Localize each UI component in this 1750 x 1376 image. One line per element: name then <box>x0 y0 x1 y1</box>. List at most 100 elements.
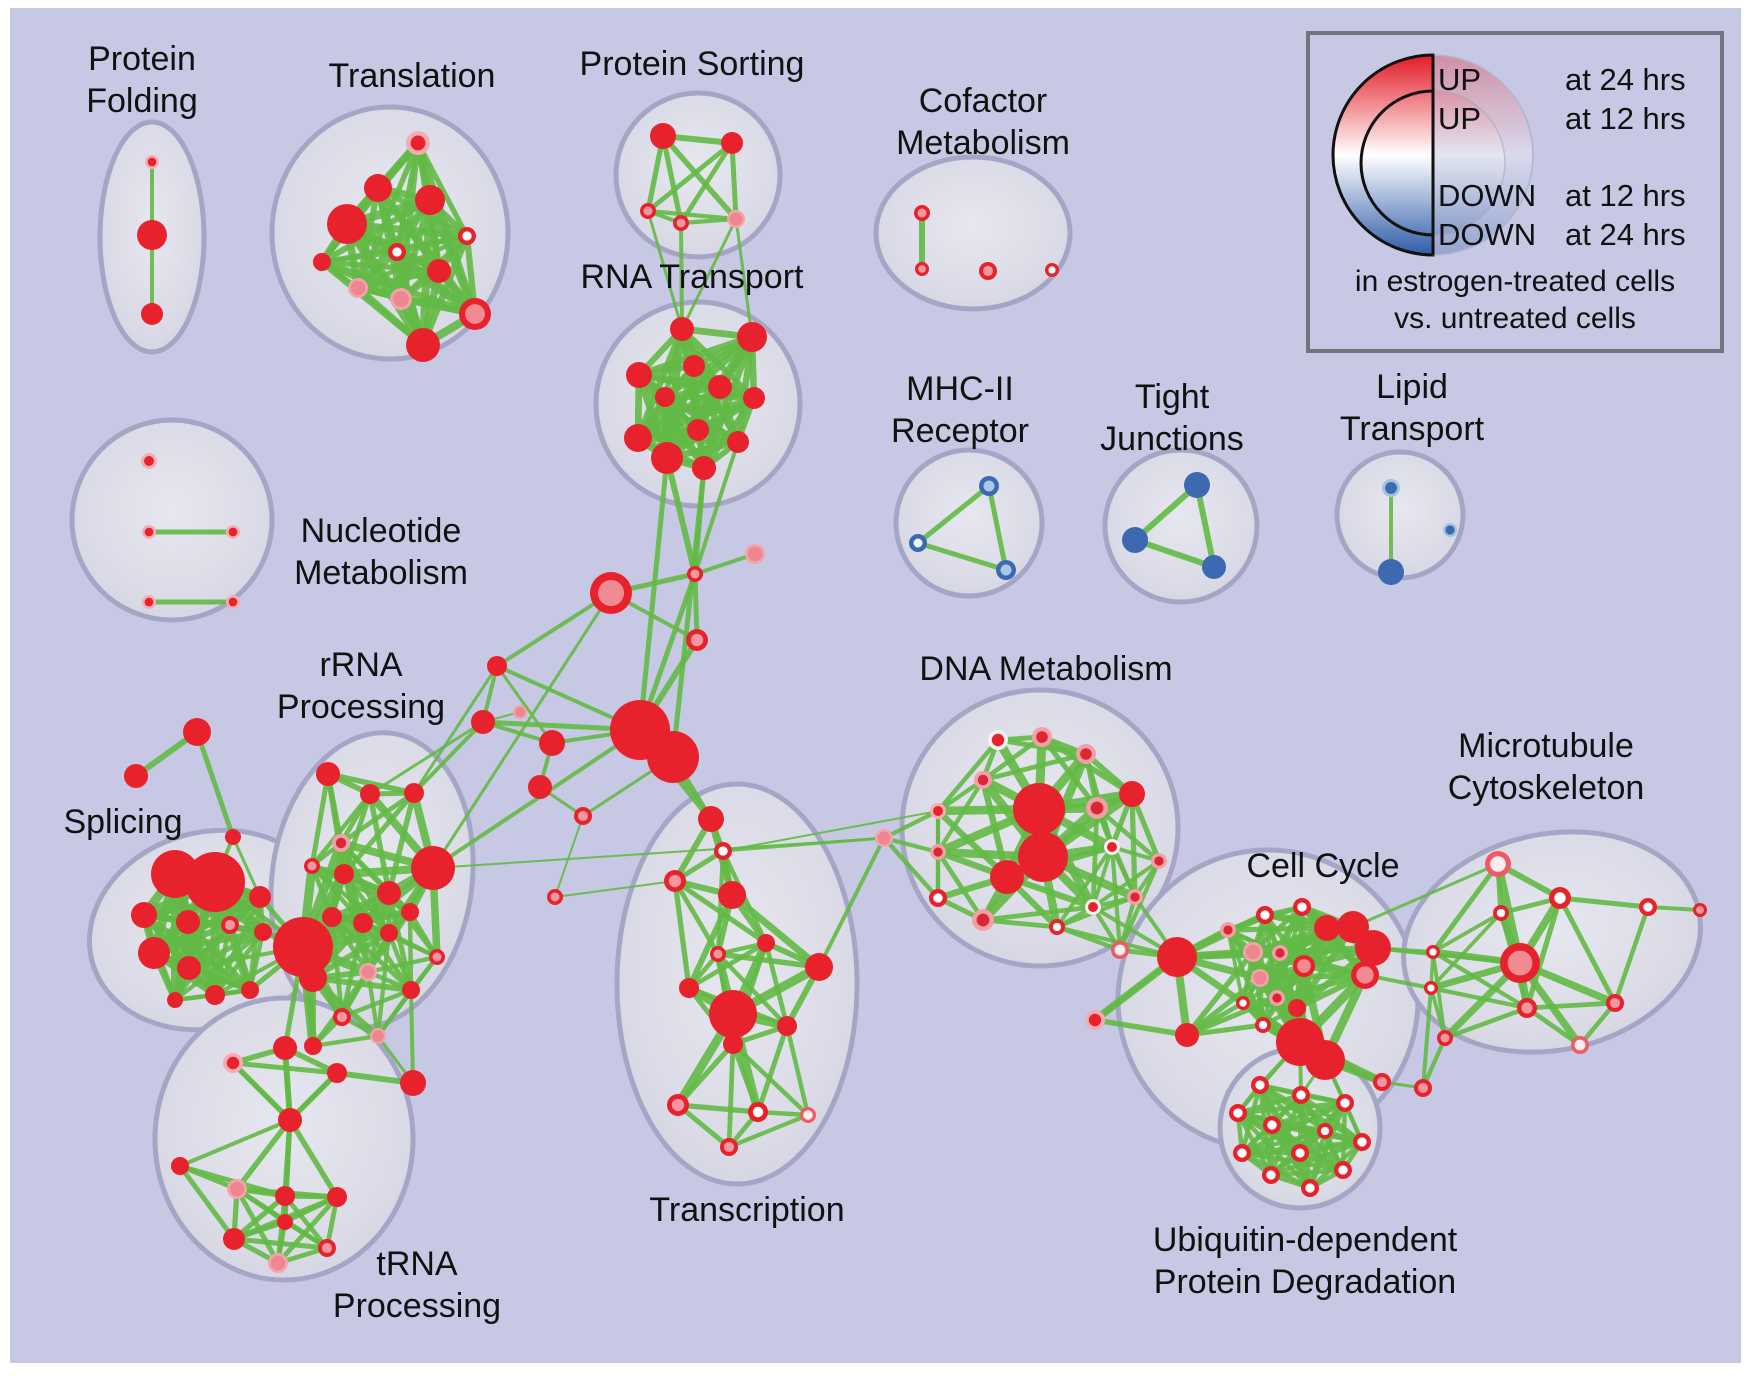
node-pr[interactable] <box>1127 889 1143 905</box>
node-r[interactable] <box>1355 930 1391 966</box>
node-rpc[interactable] <box>1606 994 1624 1012</box>
node-b[interactable] <box>1378 559 1404 585</box>
node-r[interactable] <box>327 1187 347 1207</box>
node-r[interactable] <box>651 442 683 474</box>
node-r[interactable] <box>183 718 211 746</box>
node-bw[interactable] <box>909 534 927 552</box>
node-r[interactable] <box>275 1186 295 1206</box>
node-wr[interactable] <box>988 730 1008 750</box>
node-r[interactable] <box>377 881 401 905</box>
node-rp[interactable] <box>145 155 159 169</box>
node-r[interactable] <box>1314 915 1340 941</box>
node-p[interactable] <box>1251 969 1269 987</box>
node-rw[interactable] <box>1424 981 1438 995</box>
node-r[interactable] <box>400 1070 426 1096</box>
node-rpc[interactable] <box>664 870 686 892</box>
node-r[interactable] <box>990 860 1024 894</box>
node-rp[interactable] <box>141 453 157 469</box>
node-r[interactable] <box>805 953 833 981</box>
node-rpc[interactable] <box>429 949 445 965</box>
node-rpc[interactable] <box>979 262 997 280</box>
node-rpc[interactable] <box>720 1138 738 1156</box>
node-rw[interactable] <box>1549 887 1571 909</box>
node-rpc[interactable] <box>914 205 930 221</box>
node-pr[interactable] <box>1076 744 1096 764</box>
node-rb[interactable] <box>459 298 491 330</box>
node-rw[interactable] <box>1292 1086 1310 1104</box>
node-r[interactable] <box>360 784 380 804</box>
node-r[interactable] <box>334 864 354 884</box>
node-pr[interactable] <box>930 844 946 860</box>
node-r[interactable] <box>692 456 716 480</box>
node-r[interactable] <box>225 829 241 845</box>
node-r[interactable] <box>171 1157 189 1175</box>
node-b[interactable] <box>1122 527 1148 553</box>
node-r[interactable] <box>273 1036 297 1060</box>
node-pr[interactable] <box>972 909 994 931</box>
node-rp[interactable] <box>930 803 946 819</box>
node-wr[interactable] <box>1104 839 1120 855</box>
node-rpc[interactable] <box>333 1008 351 1026</box>
node-pr[interactable] <box>332 834 350 852</box>
node-wr[interactable] <box>1085 899 1101 915</box>
node-p[interactable] <box>390 288 412 310</box>
node-r[interactable] <box>487 656 507 676</box>
node-r[interactable] <box>683 355 705 377</box>
node-p[interactable] <box>370 1028 386 1044</box>
node-rb[interactable] <box>1500 943 1540 983</box>
node-r[interactable] <box>1013 783 1065 835</box>
node-rpc[interactable] <box>1437 1030 1453 1046</box>
node-r[interactable] <box>364 174 392 202</box>
node-rp[interactable] <box>226 525 240 539</box>
node-rw[interactable] <box>1334 1161 1352 1179</box>
node-r[interactable] <box>411 846 455 890</box>
node-r[interactable] <box>327 1063 347 1083</box>
node-rb[interactable] <box>1351 961 1379 989</box>
node-rpc[interactable] <box>915 262 929 276</box>
node-rw[interactable] <box>1262 1166 1280 1184</box>
node-rw[interactable] <box>1291 1144 1309 1162</box>
node-rw[interactable] <box>1255 1017 1271 1033</box>
node-rpc[interactable] <box>667 1094 689 1116</box>
node-r[interactable] <box>528 775 552 799</box>
node-r[interactable] <box>647 731 699 783</box>
node-rw[interactable] <box>1336 1094 1354 1112</box>
node-r[interactable] <box>624 424 652 452</box>
node-r[interactable] <box>655 387 675 407</box>
node-rw[interactable] <box>748 1102 768 1122</box>
node-r[interactable] <box>299 964 327 992</box>
node-rp[interactable] <box>406 131 430 155</box>
node-pr[interactable] <box>1269 990 1285 1006</box>
node-rpc[interactable] <box>710 946 726 962</box>
node-rp[interactable] <box>142 595 156 609</box>
node-r[interactable] <box>380 924 398 942</box>
node-r[interactable] <box>1305 1040 1345 1080</box>
node-rw[interactable] <box>714 842 732 860</box>
node-r[interactable] <box>313 253 331 271</box>
node-r[interactable] <box>406 328 440 362</box>
node-r[interactable] <box>698 806 724 832</box>
node-p[interactable] <box>727 210 745 228</box>
node-r[interactable] <box>167 992 183 1008</box>
node-r[interactable] <box>737 322 767 352</box>
node-r[interactable] <box>322 907 342 927</box>
node-rpc[interactable] <box>686 629 708 651</box>
node-rw[interactable] <box>1426 945 1440 959</box>
node-r[interactable] <box>177 956 201 980</box>
node-bl[interactable] <box>1443 523 1457 537</box>
node-rw[interactable] <box>1353 1133 1371 1151</box>
node-p[interactable] <box>227 1179 247 1199</box>
node-r[interactable] <box>1175 1023 1199 1047</box>
node-r[interactable] <box>353 913 373 933</box>
node-rw[interactable] <box>1317 1123 1333 1139</box>
node-rpc[interactable] <box>1517 998 1537 1018</box>
node-r[interactable] <box>223 1228 245 1250</box>
node-rpc[interactable] <box>1414 1079 1432 1097</box>
node-r[interactable] <box>327 204 367 244</box>
node-r[interactable] <box>471 710 495 734</box>
node-r[interactable] <box>278 1108 302 1132</box>
node-p[interactable] <box>348 278 368 298</box>
node-pr[interactable] <box>1086 797 1108 819</box>
node-r[interactable] <box>1119 781 1145 807</box>
node-r[interactable] <box>185 852 245 912</box>
